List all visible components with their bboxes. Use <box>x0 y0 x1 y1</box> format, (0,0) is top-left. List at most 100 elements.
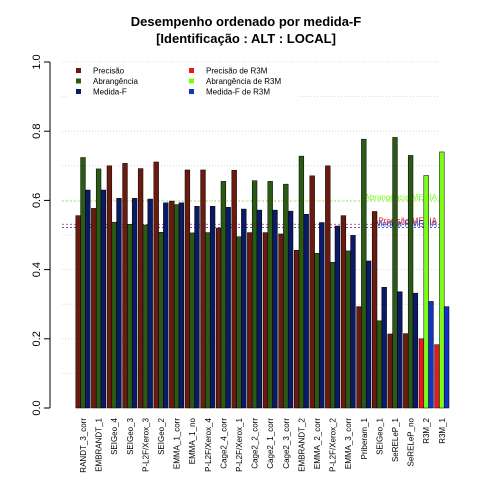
bar <box>376 320 383 409</box>
legend-label: Abrangência de R3M <box>206 77 281 86</box>
legend-label: Precisão de R3M <box>206 67 268 76</box>
bar <box>423 175 429 409</box>
bar <box>325 165 331 409</box>
reference-line-label: Medida-F MEDIA <box>376 219 438 228</box>
bar <box>428 301 434 409</box>
bar <box>163 202 169 409</box>
bar <box>100 189 107 409</box>
bar <box>434 344 440 409</box>
bar <box>225 207 231 409</box>
category-label: SEIGeo_3 <box>126 417 135 454</box>
bar <box>309 175 315 409</box>
legend-label: Medida-F de R3M <box>206 88 270 97</box>
category-label: SEIGeo_2 <box>157 417 166 454</box>
category-label: EMBRANDT_1 <box>95 417 104 471</box>
bar <box>127 224 133 409</box>
category-label: EMMA_1_corr <box>173 418 182 469</box>
category-label: Cage2_2_corr <box>251 418 260 469</box>
legend-label: Medida-F <box>93 88 127 97</box>
bar <box>236 236 242 409</box>
category-label: Priberam_1 <box>360 417 369 459</box>
reference-line-label: Abrangência MEDIA <box>365 193 438 202</box>
bar <box>283 183 289 409</box>
bar <box>131 198 138 409</box>
legend-box <box>68 64 298 101</box>
y-tick-label: 0.8 <box>31 124 43 139</box>
y-tick-label: 1.0 <box>31 54 43 69</box>
legend-label: Abrangência <box>93 77 138 86</box>
legend-swatch <box>189 78 194 84</box>
bar <box>158 231 164 409</box>
y-tick-label: 0.6 <box>31 193 43 208</box>
bar <box>215 227 222 409</box>
category-label: SeRELeP_no <box>407 417 416 466</box>
bar <box>439 151 445 409</box>
bar <box>387 333 393 409</box>
bar <box>194 206 200 409</box>
bars <box>75 137 450 409</box>
bar <box>407 155 414 409</box>
bar <box>111 221 117 409</box>
x-axis-labels: RANDT_3_corr EMBRANDT_1 SEIGeo_4 SEIGeo_3 P-… <box>79 417 447 472</box>
y-tick-label: 0.4 <box>31 262 43 277</box>
bar <box>231 170 237 409</box>
category-label: Cage2_3_corr <box>282 418 291 469</box>
bar <box>153 161 159 409</box>
bar <box>251 180 258 409</box>
bar <box>329 262 336 409</box>
bar <box>340 215 347 409</box>
bar <box>189 232 195 409</box>
legend: Precisão Precisão de R3M Abrangência Abrang… <box>68 64 298 101</box>
bar <box>122 163 128 409</box>
bar <box>403 333 409 409</box>
bar <box>80 157 86 409</box>
bar <box>142 224 149 409</box>
bar <box>334 225 341 409</box>
bar <box>262 232 269 409</box>
y-axis: 0.0 0.2 0.4 0.6 0.8 1.0 <box>31 54 51 416</box>
bar <box>356 306 362 409</box>
category-label: Cage2_4_corr <box>219 418 228 469</box>
bar <box>392 137 398 409</box>
category-label: SEIGeo_4 <box>110 417 119 454</box>
category-label: EMBRANDT_2 <box>297 417 306 471</box>
legend-swatch <box>189 89 194 94</box>
bar <box>350 235 356 409</box>
category-label: R3M_1 <box>438 417 447 443</box>
category-label: P-L2F/Xerox_1 <box>235 417 244 471</box>
bar <box>371 211 378 409</box>
bar <box>314 253 320 409</box>
bar <box>137 168 144 409</box>
bar <box>319 222 325 409</box>
legend-label: Precisão <box>93 67 125 76</box>
bar <box>220 181 227 409</box>
bar <box>381 287 387 409</box>
bar <box>178 202 185 409</box>
bar <box>169 200 175 409</box>
bar <box>345 250 351 409</box>
bar <box>91 208 97 409</box>
category-label: EMMA_1_no <box>188 417 197 464</box>
chart-title: Desempenho ordenado por medida-F <box>131 14 361 29</box>
y-tick-label: 0.2 <box>31 331 43 346</box>
bar <box>303 213 309 409</box>
bar <box>256 209 263 409</box>
category-label: P-L2F/Xerox_2 <box>329 417 338 471</box>
bar <box>293 249 300 409</box>
bar <box>184 169 191 409</box>
bar <box>95 168 102 409</box>
bar <box>241 208 247 409</box>
category-label: EMMA_3_corr <box>344 418 353 469</box>
chart-subtitle: [Identificação : ALT : LOCAL] <box>156 31 336 46</box>
bar <box>85 189 91 409</box>
y-tick-label: 0.0 <box>31 400 43 415</box>
legend-swatch <box>76 68 81 73</box>
legend-swatch <box>76 89 81 94</box>
bar <box>106 165 113 409</box>
category-label: SeRELeP_1 <box>391 417 400 462</box>
category-label: RANDT_3_corr <box>79 418 88 473</box>
bar <box>298 155 305 409</box>
bar <box>247 232 253 409</box>
